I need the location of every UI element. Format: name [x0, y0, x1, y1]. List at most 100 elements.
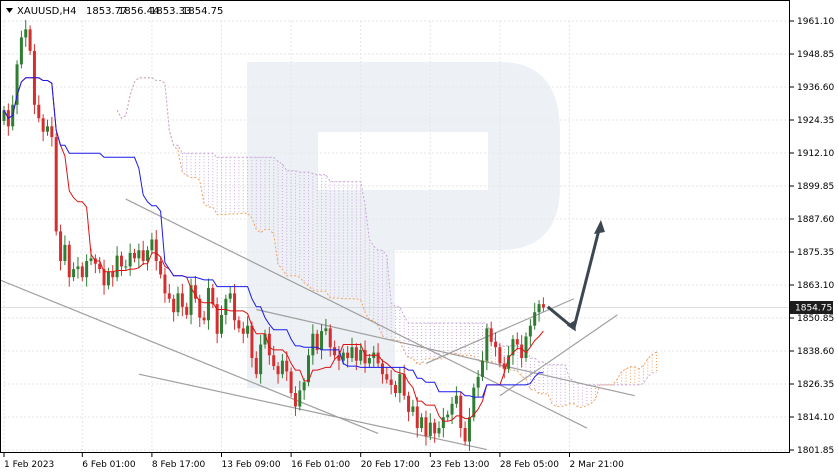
candle-body	[437, 428, 441, 434]
candle-body	[337, 355, 341, 361]
candle-body	[180, 293, 184, 307]
kijun-sen-line	[3, 77, 544, 398]
candle-body	[515, 339, 519, 345]
candle-body	[476, 376, 480, 388]
candle-body	[24, 29, 28, 38]
candle-body	[59, 231, 63, 262]
candle-body	[237, 320, 241, 329]
candle-body	[511, 339, 515, 356]
candle-body	[189, 285, 193, 315]
candle-body	[89, 258, 93, 262]
candle-body	[346, 352, 350, 359]
candle-body	[233, 293, 237, 321]
candle-body	[441, 417, 445, 429]
y-tick-label: 1887.60	[797, 215, 834, 225]
senkou-span-b	[116, 77, 657, 386]
candle-body	[72, 269, 76, 278]
candle-body	[259, 344, 263, 375]
senkou-span-a	[116, 77, 657, 408]
header-low: 1853.33	[150, 6, 191, 17]
candle-body	[85, 261, 89, 278]
trend-lines	[0, 198, 635, 451]
candle-body	[185, 306, 189, 315]
candle-body	[137, 250, 141, 259]
candle-body	[424, 417, 428, 437]
broker-logo-watermark	[247, 62, 560, 388]
candle-body	[241, 328, 245, 334]
candle-body	[37, 104, 41, 119]
candle-body	[80, 266, 84, 278]
y-tick-label: 1850.85	[797, 314, 834, 324]
y-tick-label: 1948.85	[797, 50, 834, 60]
current-price-label: 1854.75	[795, 303, 832, 313]
header-open: 1853.77	[86, 6, 127, 17]
candle-body	[507, 355, 511, 369]
x-tick-label: 1 Feb 2023	[4, 460, 54, 470]
candle-body	[411, 406, 415, 412]
candle-body	[146, 250, 150, 262]
candle-body	[454, 395, 458, 404]
candle-body	[63, 244, 67, 262]
candle-body	[193, 285, 197, 299]
tenkan-sen-line	[3, 77, 544, 422]
candle-body	[341, 352, 345, 361]
candle-body	[524, 336, 528, 359]
candle-body	[111, 271, 115, 278]
x-tick-label: 16 Feb 01:00	[291, 460, 350, 470]
candle-body	[472, 387, 476, 418]
candle-body	[363, 349, 367, 364]
candle-body	[50, 126, 54, 138]
x-tick-label: 13 Feb 09:00	[222, 460, 281, 470]
candle-body	[485, 328, 489, 361]
candle-body	[463, 428, 467, 442]
time-axis[interactable]: 1 Feb 2023 6 Feb 01:00 8 Feb 17:00 13 Feb 0…	[3, 453, 625, 470]
candle-body	[41, 118, 45, 132]
candle-body	[350, 347, 354, 359]
candle-body	[302, 382, 306, 391]
candle-body	[267, 333, 271, 356]
candle-body	[115, 255, 119, 278]
candle-body	[215, 304, 219, 334]
candle-body	[428, 422, 432, 437]
candle-body	[167, 293, 171, 299]
candle-body	[224, 298, 228, 315]
candle-body	[263, 333, 267, 345]
candle-body	[46, 126, 49, 132]
candle-body	[446, 414, 450, 418]
x-tick-label: 8 Feb 17:00	[152, 460, 206, 470]
header-high: 1856.44	[118, 6, 159, 17]
candle-body	[202, 317, 206, 321]
candle-body	[250, 325, 254, 359]
candle-body	[307, 355, 310, 383]
forecast-arrowhead-down	[566, 320, 576, 332]
candle-body	[119, 255, 123, 267]
candle-body	[315, 333, 319, 350]
candle-body	[376, 352, 380, 364]
candle-body	[76, 266, 80, 270]
candle-body	[380, 363, 384, 375]
symbol-dropdown-icon[interactable]	[6, 8, 13, 13]
candle-body	[102, 269, 106, 286]
x-tick-label: 2 Mar 21:00	[570, 460, 625, 470]
candle-body	[467, 417, 471, 442]
candle-body	[407, 395, 411, 412]
candle-body	[324, 328, 328, 332]
candle-body	[502, 363, 506, 369]
y-tick-label: 1899.85	[797, 182, 834, 192]
candle-body	[450, 403, 454, 415]
descending-channel-mid	[138, 373, 487, 451]
price-axis[interactable]: 1961.10 1948.85 1936.60 1924.35 1912.10 1899.…	[790, 17, 834, 456]
y-tick-label: 1936.60	[797, 83, 834, 93]
header-close: 1854.75	[182, 6, 223, 17]
candle-body	[498, 347, 502, 364]
candle-body	[150, 239, 154, 251]
candle-body	[433, 422, 437, 434]
candle-body	[285, 360, 289, 372]
candle-body	[328, 328, 332, 348]
candle-body	[293, 393, 297, 407]
plot-frame	[0, 0, 790, 453]
candle-body	[198, 298, 202, 318]
candle-body	[537, 304, 541, 313]
candle-body	[320, 331, 324, 350]
